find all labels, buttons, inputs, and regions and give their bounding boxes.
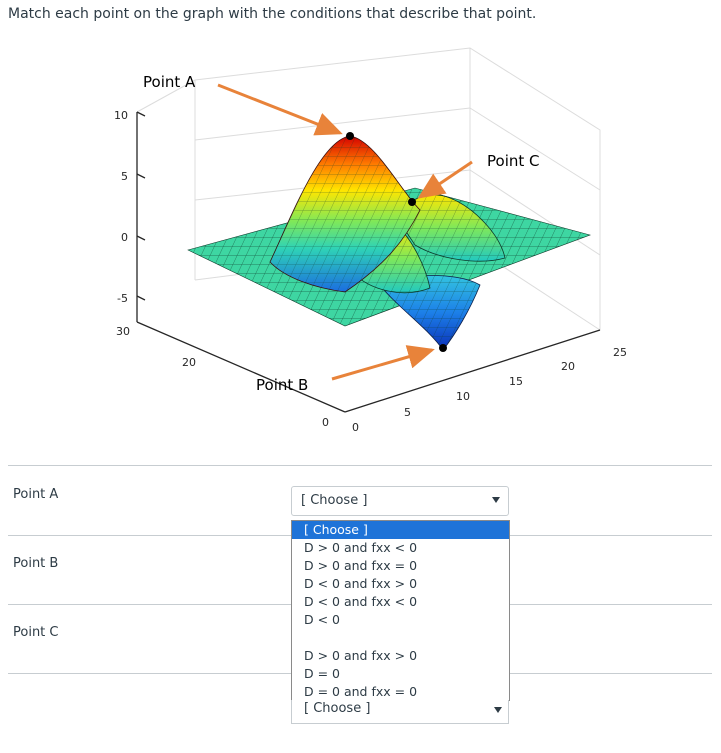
z-tick: 5 [121,170,128,183]
dropdown-option[interactable]: D < 0 and fxx < 0 [304,594,418,609]
y-tick: 10 [456,390,470,403]
dropdown-option[interactable] [292,629,509,647]
dropdown-option[interactable]: D > 0 and fxx < 0 [304,540,418,555]
y-tick: 0 [352,421,359,434]
row-label-point-b: Point B [13,556,59,571]
point-b-arrow [331,345,435,381]
y-tick: 20 [561,360,575,373]
row-label-point-a: Point A [13,487,59,502]
dropdown-option[interactable]: D < 0 and fxx > 0 [304,576,418,591]
z-tick: 0 [121,231,128,244]
y-tick: 5 [404,406,411,419]
select-value: [ Choose ] [304,701,371,716]
dropdown-option[interactable]: [ Choose ] [292,521,509,539]
dropdown-option[interactable]: D > 0 and fxx = 0 [304,558,418,573]
point-c-marker [408,198,416,206]
dropdown-option[interactable]: D > 0 and fxx > 0 [304,648,418,663]
dropdown-option[interactable]: D < 0 [304,612,340,627]
x-tick: 30 [116,325,130,338]
point-a-marker [346,132,354,140]
surface-plot: Point A Point C Point B 10 5 0 -5 30 20 … [114,47,627,434]
divider [8,465,712,466]
x-tick: 0 [322,416,329,429]
select-value: [ Choose ] [301,493,368,508]
question-prompt: Match each point on the graph with the c… [8,6,537,22]
z-tick: -5 [117,292,128,305]
dropdown-option[interactable]: D = 0 [304,666,340,681]
row-label-point-c: Point C [13,625,59,640]
point-c-select[interactable]: [ Choose ] [291,700,509,724]
z-tick: 10 [114,109,128,122]
point-a-annotation: Point A [143,73,196,91]
x-tick: 20 [182,356,196,369]
y-tick: 25 [613,346,627,359]
point-c-arrow [417,160,473,199]
y-tick: 15 [509,375,523,388]
point-b-marker [439,344,447,352]
dropdown-listbox[interactable]: [ Choose ] D > 0 and fxx < 0 D > 0 and f… [291,520,510,701]
point-b-annotation: Point B [256,376,308,394]
dropdown-option[interactable]: D = 0 and fxx = 0 [304,684,418,699]
point-a-arrow [217,83,343,136]
point-a-select[interactable]: [ Choose ] [291,486,509,516]
chevron-down-icon [492,497,500,503]
chevron-down-icon [494,707,502,713]
axis-lines [136,111,601,413]
point-c-annotation: Point C [487,152,540,170]
